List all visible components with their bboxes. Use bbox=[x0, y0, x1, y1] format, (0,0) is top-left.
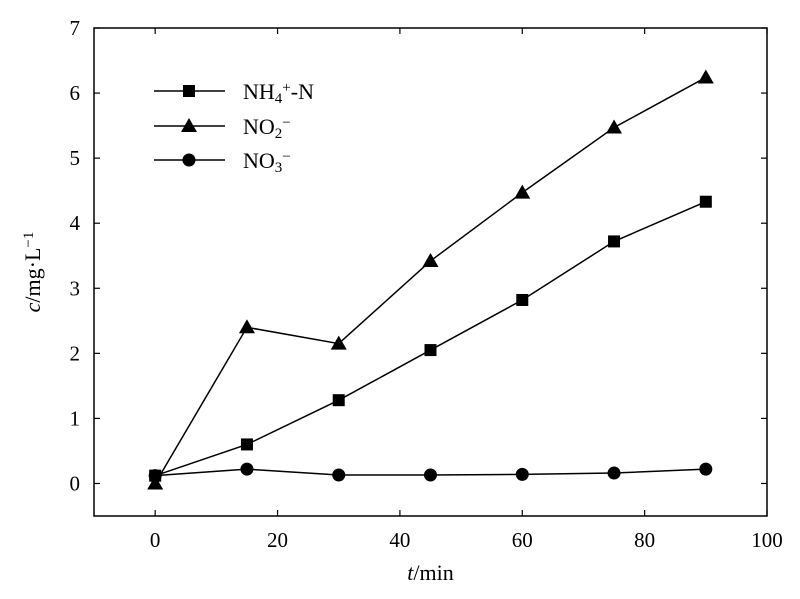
data-point-square bbox=[424, 344, 437, 357]
legend-label: NH4+-N bbox=[243, 79, 314, 107]
axis-ticks: 0 20 40 60 80 100 0 1 2 3 4 5 6 7 bbox=[70, 16, 783, 552]
series-circle bbox=[148, 462, 713, 483]
data-point-circle bbox=[240, 462, 254, 476]
y-tick-label: 0 bbox=[70, 471, 81, 495]
legend-item: NO2− bbox=[154, 114, 291, 142]
y-tick-label: 4 bbox=[70, 211, 81, 235]
data-point-triangle bbox=[514, 184, 531, 199]
legend-item: NO3− bbox=[154, 148, 291, 176]
y-axis-label: c/mg·L−1 bbox=[20, 232, 45, 313]
x-tick-label: 80 bbox=[634, 528, 655, 552]
y-tick-label: 1 bbox=[70, 406, 81, 430]
data-point-square bbox=[240, 438, 253, 451]
x-tick-label: 0 bbox=[150, 528, 161, 552]
data-point-triangle bbox=[606, 119, 623, 134]
data-point-triangle bbox=[238, 319, 255, 334]
legend-marker-triangle bbox=[181, 118, 197, 132]
series-triangle bbox=[147, 69, 714, 490]
x-axis-label: t/min bbox=[407, 560, 453, 585]
data-point-square bbox=[608, 235, 621, 248]
series-square bbox=[149, 195, 712, 482]
data-point-triangle bbox=[147, 475, 164, 490]
data-point-triangle bbox=[697, 69, 714, 84]
legend-marker-circle bbox=[182, 153, 196, 167]
series-line bbox=[154, 201, 707, 477]
data-point-triangle bbox=[330, 335, 347, 350]
data-point-circle bbox=[699, 462, 713, 476]
data-point-circle bbox=[332, 468, 346, 482]
x-tick-label: 60 bbox=[512, 528, 533, 552]
series-layer bbox=[147, 69, 714, 490]
series-line bbox=[154, 76, 707, 484]
x-tick-label: 20 bbox=[267, 528, 288, 552]
data-point-square bbox=[516, 293, 529, 306]
data-point-square bbox=[699, 195, 712, 208]
data-point-triangle bbox=[422, 252, 439, 267]
data-point-circle bbox=[424, 468, 437, 482]
data-point-circle bbox=[148, 469, 162, 483]
plot-frame bbox=[93, 27, 768, 517]
data-point-circle bbox=[607, 466, 621, 480]
legend-label: NO3− bbox=[243, 148, 291, 176]
y-tick-label: 7 bbox=[70, 16, 81, 40]
y-tick-label: 2 bbox=[70, 341, 81, 365]
y-tick-label: 6 bbox=[70, 81, 81, 105]
x-tick-label: 100 bbox=[751, 528, 783, 552]
legend-label: NO2− bbox=[243, 114, 291, 142]
y-tick-label: 3 bbox=[70, 276, 81, 300]
x-tick-label: 40 bbox=[389, 528, 410, 552]
legend-item: NH4+-N bbox=[154, 79, 314, 107]
plot-area bbox=[93, 27, 768, 517]
data-point-square bbox=[332, 394, 345, 407]
y-tick-label: 5 bbox=[70, 146, 81, 170]
legend-marker-square bbox=[183, 85, 195, 97]
legend: NH4+-N NO2− NO3− bbox=[154, 79, 314, 176]
data-point-circle bbox=[515, 467, 529, 481]
